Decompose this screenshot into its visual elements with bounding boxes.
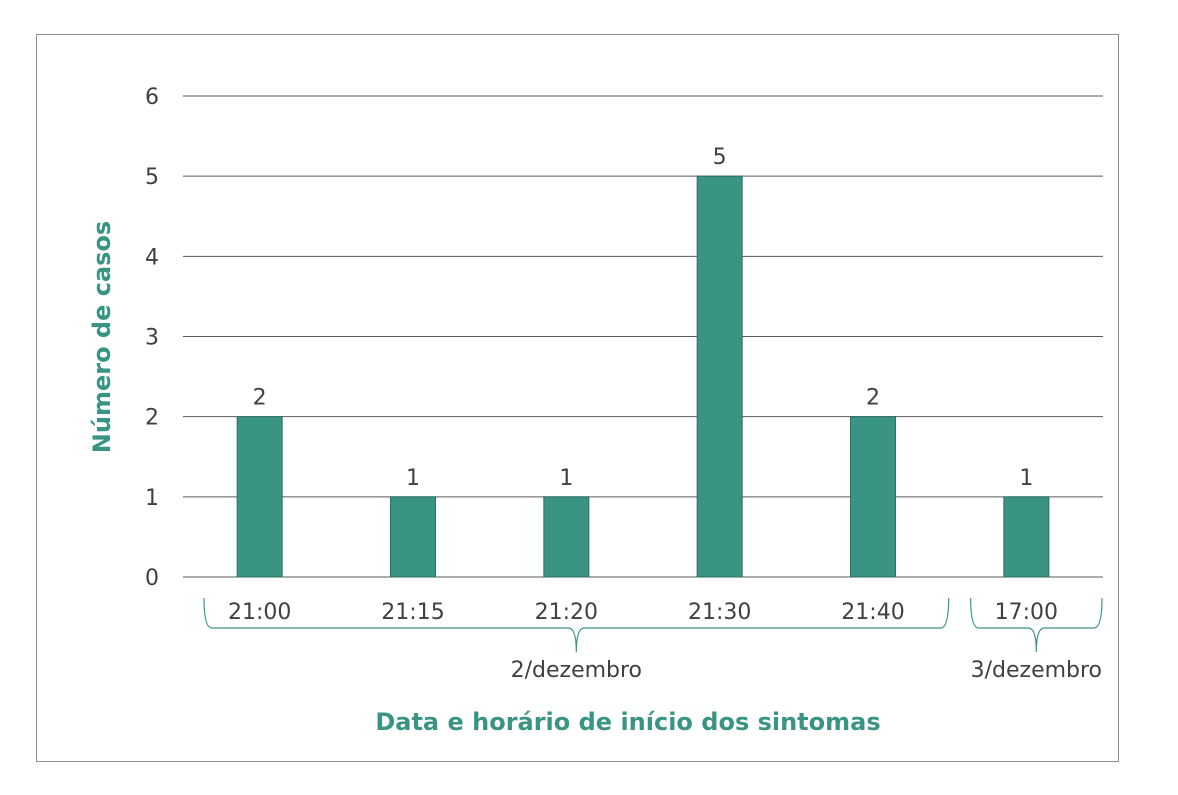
y-tick-label: 1: [145, 486, 159, 511]
y-tick-label: 3: [145, 326, 159, 351]
bar: [390, 496, 436, 578]
bar-value-label: 2: [253, 386, 267, 411]
y-tick-label: 4: [145, 245, 159, 270]
y-tick-label: 6: [145, 85, 159, 110]
x-tick-label: 21:15: [381, 600, 444, 625]
y-axis-ticks: 0 1 2 3 4 5 6: [145, 85, 159, 591]
group-label: 3/dezembro: [971, 658, 1102, 683]
bar-value-label: 1: [559, 466, 573, 491]
y-tick-label: 5: [145, 165, 159, 190]
bar: [543, 496, 590, 578]
group-bracket: [203, 597, 950, 653]
bar: [236, 416, 283, 578]
y-tick-label: 0: [145, 566, 159, 591]
bars: [236, 175, 1050, 578]
chart-frame: [36, 34, 1119, 762]
bar: [696, 175, 743, 578]
bar-value-label: 1: [1019, 466, 1033, 491]
data-labels: 2 1 1 5 2 1: [253, 145, 1034, 491]
gridlines: [183, 95, 1103, 578]
bar-value-label: 1: [406, 466, 420, 491]
y-axis-title: Número de casos: [88, 221, 116, 453]
date-groups: 2/dezembro 3/dezembro: [203, 597, 1103, 683]
group-label: 2/dezembro: [511, 658, 642, 683]
bar: [850, 416, 896, 578]
x-axis-title: Data e horário de início dos sintomas: [375, 708, 880, 736]
x-tick-label: 21:30: [688, 600, 751, 625]
x-tick-label: 21:20: [535, 600, 598, 625]
x-tick-label: 21:00: [228, 600, 291, 625]
bar-value-label: 5: [713, 145, 727, 170]
x-tick-label: 21:40: [841, 600, 904, 625]
bar: [1003, 496, 1050, 578]
x-tick-label: 17:00: [995, 600, 1058, 625]
y-tick-label: 2: [145, 406, 159, 431]
bar-value-label: 2: [866, 386, 880, 411]
x-axis-ticks: 21:00 21:15 21:20 21:30 21:40 17:00: [228, 600, 1058, 625]
group-bracket: [970, 597, 1103, 653]
